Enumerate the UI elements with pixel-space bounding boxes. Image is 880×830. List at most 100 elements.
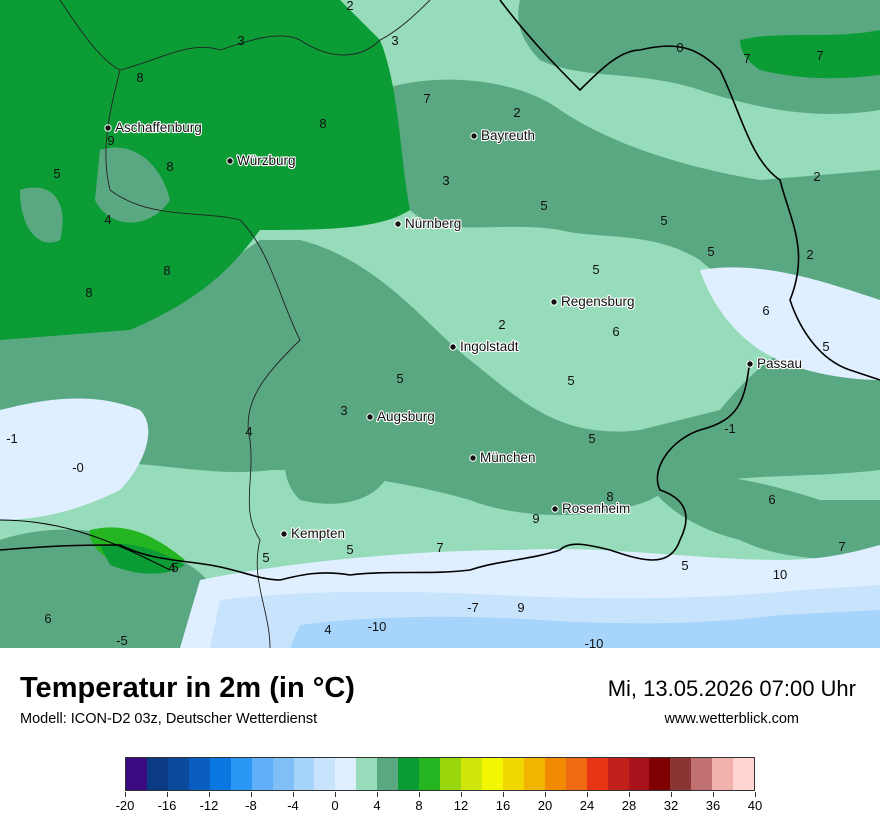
- legend-tick: [503, 792, 504, 797]
- city-label-münchen: München: [480, 450, 536, 465]
- city-label-ingolstadt: Ingolstadt: [460, 339, 519, 354]
- legend-tick: [167, 792, 168, 797]
- legend-swatch: [691, 758, 713, 790]
- national-border-south: [0, 359, 751, 581]
- legend-swatch: [398, 758, 420, 790]
- city-dot-regensburg: [550, 298, 558, 306]
- legend-swatch: [586, 758, 608, 790]
- legend-swatch: [209, 758, 231, 790]
- isotherm-label: 2: [346, 0, 353, 13]
- legend-tick-label: -4: [287, 798, 299, 813]
- weather-map: Aschaffenburg Würzburg Bayreuth Nürnberg Reg…: [0, 0, 880, 648]
- legend-swatch: [314, 758, 336, 790]
- legend-tick-label: 28: [621, 798, 637, 813]
- legend-swatch: [649, 758, 671, 790]
- legend-tick-label: -20: [115, 798, 135, 813]
- legend-tick: [587, 792, 588, 797]
- legend-tick-label: -8: [245, 798, 257, 813]
- isotherm-label: 5: [681, 558, 688, 573]
- border-lake: [0, 519, 171, 571]
- national-border: [499, 0, 880, 381]
- legend-swatch: [335, 758, 357, 790]
- city-dot-würzburg: [226, 157, 234, 165]
- city-label-passau: Passau: [757, 356, 802, 371]
- legend-swatch: [670, 758, 692, 790]
- isotherm-label: 3: [237, 33, 244, 48]
- isotherm-label: 5: [707, 244, 714, 259]
- field-8-10: [0, 0, 880, 574]
- isotherm-label: 6: [612, 324, 619, 339]
- city-dot-rosenheim: [551, 505, 559, 513]
- isotherm-label: 8: [163, 263, 170, 278]
- city-label-rosenheim: Rosenheim: [562, 501, 630, 516]
- temperature-field-map: Aschaffenburg Würzburg Bayreuth Nürnberg Reg…: [0, 0, 880, 648]
- legend-tick-label: 36: [705, 798, 721, 813]
- isotherm-label: 5: [660, 213, 667, 228]
- isotherm-label: 8: [85, 285, 92, 300]
- isotherm-label: 7: [743, 51, 750, 66]
- isotherm-label: 5: [262, 550, 269, 565]
- legend-swatch: [502, 758, 524, 790]
- forecast-datetime: Mi, 13.05.2026 07:00 Uhr: [607, 676, 856, 701]
- isotherm-label: 5: [53, 166, 60, 181]
- isotherm-label: 8: [136, 70, 143, 85]
- isotherm-label: 5: [540, 198, 547, 213]
- isotherm-label: 8: [319, 116, 326, 131]
- isotherm-label: 5: [346, 542, 353, 557]
- legend-tick-label: 24: [579, 798, 595, 813]
- legend-swatch: [230, 758, 252, 790]
- legend-tick-label: 4: [373, 798, 381, 813]
- city-label-regensburg: Regensburg: [561, 294, 635, 309]
- legend-swatch: [126, 758, 147, 790]
- isotherm-label: 3: [391, 33, 398, 48]
- legend-tick-label: 20: [537, 798, 553, 813]
- legend-tick-label: 32: [663, 798, 679, 813]
- color-legend-ticks: -20 -16 -12 -8 -4 0 4 8 12 16 20 24 28 32 36 40: [116, 792, 762, 822]
- legend-swatch: [461, 758, 482, 790]
- legend-tick: [671, 792, 672, 797]
- legend-swatch: [251, 758, 273, 790]
- isotherm-label: 5: [592, 262, 599, 277]
- legend-tick: [545, 792, 546, 797]
- city-dot-aschaffenburg: [104, 124, 112, 132]
- legend-tick: [461, 792, 462, 797]
- city-dot-passau: [746, 360, 754, 368]
- isotherm-label: 10: [773, 567, 787, 582]
- legend-swatch: [565, 758, 587, 790]
- website-link[interactable]: www.wetterblick.com: [664, 711, 799, 727]
- isotherm-label: 4: [324, 622, 331, 637]
- isotherm-label: 9: [517, 600, 524, 615]
- isotherm-label: 9: [532, 511, 539, 526]
- isotherm-label: 6: [44, 611, 51, 626]
- legend-swatch: [272, 758, 294, 790]
- isotherm-label: 2: [813, 169, 820, 184]
- isotherm-label: 7: [838, 539, 845, 554]
- city-markers: Aschaffenburg Würzburg Bayreuth Nürnberg Reg…: [104, 119, 803, 542]
- legend-swatch: [607, 758, 629, 790]
- isotherm-label: 6: [768, 492, 775, 507]
- state-border-west: [105, 69, 301, 648]
- isotherm-label: -1: [724, 421, 736, 436]
- city-dot-nürnberg: [394, 220, 402, 228]
- isotherm-label: 8: [606, 489, 613, 504]
- legend-swatch: [167, 758, 189, 790]
- legend-tick-label: 12: [453, 798, 469, 813]
- city-label-augsburg: Augsburg: [377, 409, 435, 424]
- isotherm-label: 5: [567, 373, 574, 388]
- legend-tick: [713, 792, 714, 797]
- isotherm-label: 7: [436, 540, 443, 555]
- isotherm-label: 3: [340, 403, 347, 418]
- legend-tick-label: 40: [747, 798, 763, 813]
- field-4-6-patches: [20, 147, 170, 243]
- legend-swatch: [440, 758, 461, 790]
- isotherm-label: 2: [806, 247, 813, 262]
- legend-tick: [755, 792, 756, 797]
- legend-swatch: [628, 758, 650, 790]
- legend-tick-label: 8: [415, 798, 423, 813]
- city-label-nürnberg: Nürnberg: [405, 216, 461, 231]
- legend-tick: [335, 792, 336, 797]
- legend-swatch: [293, 758, 315, 790]
- legend-swatch: [356, 758, 378, 790]
- legend-swatch: [188, 758, 210, 790]
- city-label-würzburg: Würzburg: [237, 153, 296, 168]
